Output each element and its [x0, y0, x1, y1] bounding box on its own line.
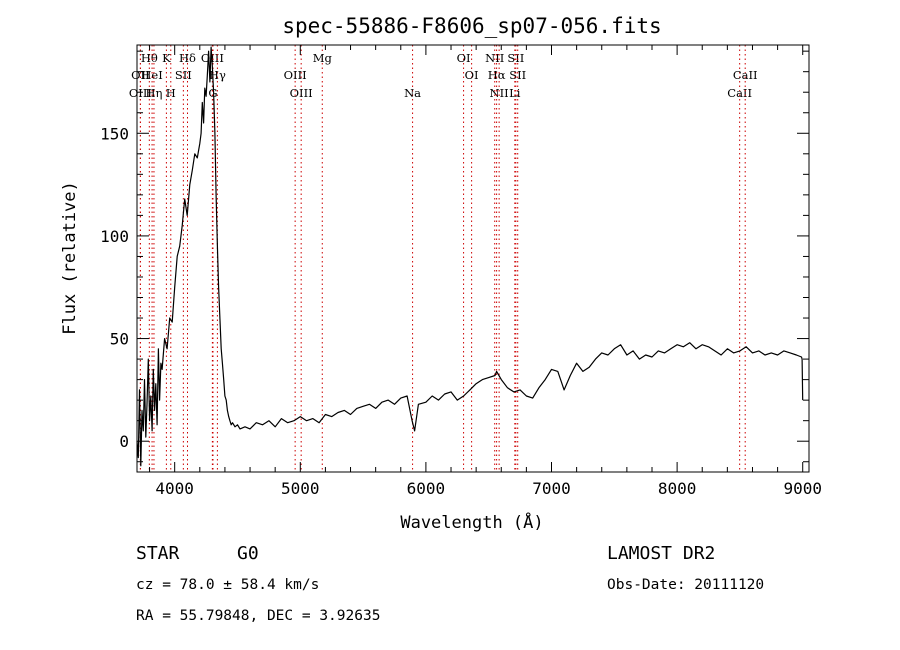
line-marker-label: CaII [727, 86, 752, 100]
line-marker-label: Hγ [209, 68, 226, 82]
x-tick-label: 5000 [281, 479, 320, 498]
line-marker-label: Na [404, 86, 421, 100]
x-tick-label: 4000 [155, 479, 194, 498]
x-tick-label: 8000 [658, 479, 697, 498]
x-tick-label: 6000 [407, 479, 446, 498]
line-marker-label: CaII [733, 68, 758, 82]
line-marker-label: Li [509, 86, 521, 100]
line-marker-label: OIII [290, 86, 313, 100]
line-marker-label: G [208, 86, 217, 100]
x-tick-label: 7000 [532, 479, 571, 498]
redshift-text: cz = 78.0 ± 58.4 km/s [136, 577, 319, 593]
line-marker-label: OI [465, 68, 479, 82]
line-marker-label: HeI [141, 68, 162, 82]
y-tick-label: 100 [100, 227, 129, 246]
coords-text: RA = 55.79848, DEC = 3.92635 [136, 608, 380, 624]
flux-series-line [136, 46, 804, 467]
axis-ticks: 4000 5000 6000 7000 8000 9000 0 50 100 150 [100, 45, 822, 498]
line-marker-label: OII [131, 68, 150, 82]
plot-frame [136, 44, 810, 473]
y-tick-label: 50 [110, 330, 129, 349]
y-tick-label: 0 [119, 432, 129, 451]
obsdate-text: Obs-Date: 20111120 [607, 577, 764, 593]
line-marker-label: Hθ [141, 51, 158, 65]
line-marker-label: OI [457, 51, 471, 65]
y-axis-label: Flux (relative) [60, 181, 80, 335]
line-marker-label: OIII [129, 86, 152, 100]
line-marker-label: Hη [145, 86, 162, 100]
line-marker-label: SII [509, 68, 526, 82]
line-marker-label: Hδ [179, 51, 196, 65]
subclass-label: G0 [237, 543, 259, 564]
line-marker-label: Hα [488, 68, 506, 82]
line-marker-label: NII [490, 86, 509, 100]
line-marker-label: NII [485, 51, 504, 65]
line-marker-label: SII [175, 68, 192, 82]
y-tick-label: 150 [100, 124, 129, 143]
line-marker-label: SII [507, 51, 524, 65]
line-marker-label: OIII [284, 68, 307, 82]
x-tick-label: 9000 [783, 479, 822, 498]
line-marker-label: Mg [313, 51, 333, 65]
chart-title: spec-55886-F8606_sp07-056.fits [282, 14, 661, 38]
line-marker-label: H [166, 86, 176, 100]
survey-label: LAMOST DR2 [607, 543, 715, 564]
x-axis-label: Wavelength (Å) [400, 511, 543, 533]
line-marker-label: K [162, 51, 171, 65]
class-label: STAR [136, 543, 180, 564]
